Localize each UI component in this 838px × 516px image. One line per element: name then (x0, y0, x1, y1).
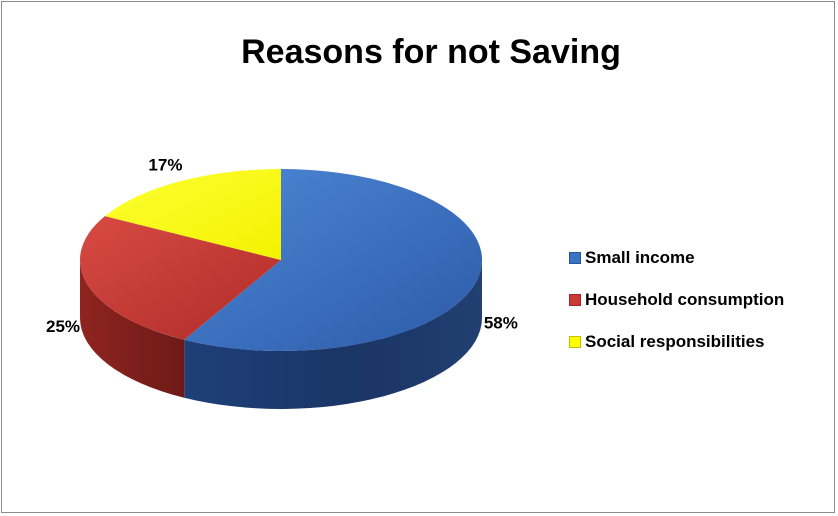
pie-slice-small-income[interactable] (184, 169, 483, 351)
legend-item-small-income: Small income (569, 244, 784, 272)
data-label-household-consumption: 25% (46, 317, 80, 336)
legend-swatch (569, 294, 581, 306)
data-label-small-income: 58% (484, 313, 518, 332)
legend-label: Small income (585, 248, 695, 267)
legend: Small income Household consumption Social … (569, 244, 784, 370)
legend-swatch (569, 336, 581, 348)
legend-label: Household consumption (585, 290, 785, 309)
chart-title: Reasons for not Saving (241, 33, 621, 71)
pie-side-small-income (184, 260, 483, 409)
data-label-social-responsibilities: 17% (148, 155, 182, 174)
pie-slice-social-responsibilities[interactable] (104, 169, 281, 260)
legend-label: Social responsibilities (585, 332, 765, 351)
legend-swatch (569, 252, 581, 264)
legend-item-social-responsibilities: Social responsibilities (569, 328, 784, 356)
pie-side-household-consumption (80, 260, 185, 398)
legend-item-household-consumption: Household consumption (569, 286, 784, 314)
pie-slice-household-consumption[interactable] (80, 216, 281, 340)
